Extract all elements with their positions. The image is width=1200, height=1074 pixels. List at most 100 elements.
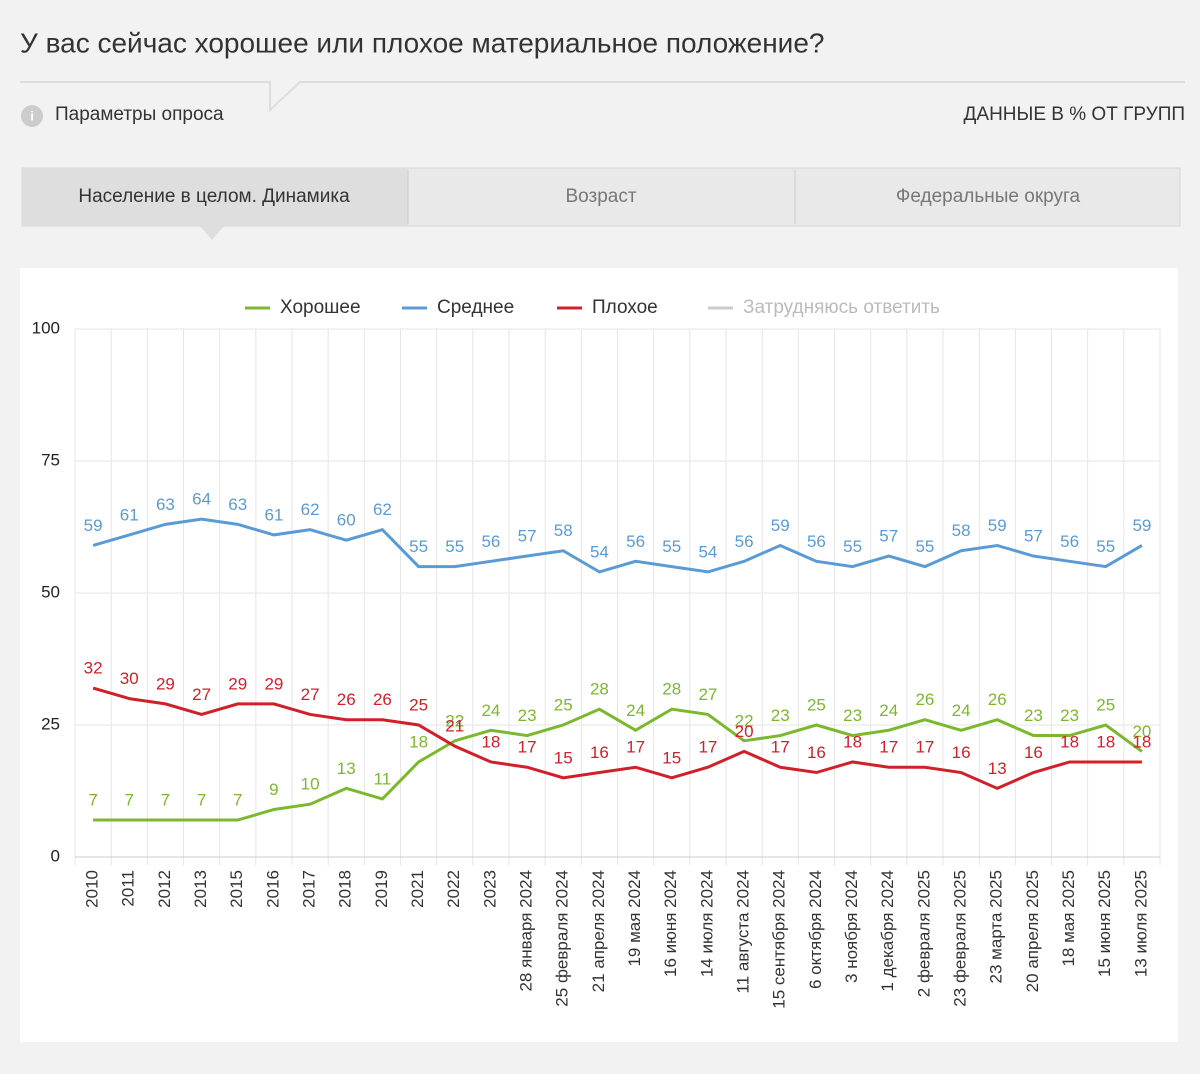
data-label: 18 — [1132, 732, 1151, 751]
x-tick-label: 28 января 2024 — [517, 870, 536, 992]
data-label: 15 — [554, 748, 573, 767]
chart-panel — [20, 268, 1178, 1042]
data-label: 17 — [518, 738, 537, 757]
tab[interactable]: Население в целом. Динамика — [78, 186, 350, 207]
data-label: 62 — [301, 500, 320, 519]
data-label: 30 — [120, 669, 139, 688]
y-tick-label: 0 — [51, 846, 60, 865]
x-tick-label: 15 сентября 2024 — [770, 870, 789, 1009]
data-label: 23 — [843, 706, 862, 725]
data-label: 61 — [264, 505, 283, 524]
units-note: ДАННЫЕ В % ОТ ГРУПП — [964, 104, 1185, 125]
data-label: 23 — [1060, 706, 1079, 725]
series-line — [92, 686, 1142, 790]
data-label: 16 — [590, 743, 609, 762]
data-label: 28 — [662, 680, 681, 699]
x-tick-label: 18 мая 2025 — [1059, 870, 1078, 967]
y-tick-label: 50 — [41, 582, 60, 601]
x-tick-label: 25 февраля 2024 — [553, 870, 572, 1007]
data-label: 24 — [626, 701, 645, 720]
x-tick-label: 2021 — [408, 870, 427, 908]
info-icon[interactable] — [21, 105, 43, 127]
data-label: 25 — [409, 695, 428, 714]
data-label: 17 — [915, 738, 934, 757]
x-tick-label: 2018 — [336, 870, 355, 908]
x-tick-label: 16 июня 2024 — [661, 870, 680, 977]
data-label: 24 — [879, 701, 898, 720]
data-label: 7 — [233, 791, 242, 810]
data-label: 17 — [879, 738, 898, 757]
x-tick-label: 2015 — [227, 870, 246, 908]
data-label: 64 — [192, 490, 211, 509]
data-label: 54 — [590, 542, 609, 561]
data-label: 24 — [481, 701, 500, 720]
data-label: 26 — [988, 690, 1007, 709]
data-label: 15 — [662, 748, 681, 767]
data-label: 18 — [409, 732, 428, 751]
data-label: 7 — [161, 791, 170, 810]
data-label: 17 — [626, 738, 645, 757]
x-tick-label: 13 июля 2025 — [1131, 870, 1150, 977]
series-line — [93, 707, 1143, 822]
data-label: 55 — [409, 537, 428, 556]
data-label: 55 — [915, 537, 934, 556]
x-tick-label: 11 августа 2024 — [734, 870, 753, 993]
x-tick-label: 3 ноября 2024 — [842, 870, 861, 983]
info-i: i — [30, 108, 34, 123]
data-label: 57 — [518, 527, 537, 546]
legend-label[interactable]: Затрудняюсь ответить — [743, 297, 940, 318]
series-line — [92, 517, 1143, 574]
params-link[interactable]: Параметры опроса — [55, 104, 224, 125]
data-label: 57 — [1024, 527, 1043, 546]
data-label: 27 — [301, 685, 320, 704]
data-label: 57 — [879, 527, 898, 546]
data-label: 18 — [1096, 732, 1115, 751]
data-label: 18 — [481, 732, 500, 751]
x-tick-label: 2016 — [263, 870, 282, 908]
y-tick-label: 25 — [41, 714, 60, 733]
data-label: 55 — [1096, 537, 1115, 556]
data-label: 56 — [626, 532, 645, 551]
x-tick-label: 23 февраля 2025 — [951, 870, 970, 1007]
y-tick-label: 75 — [41, 450, 60, 469]
y-tick-label: 100 — [32, 318, 60, 337]
data-label: 17 — [698, 738, 717, 757]
data-label: 27 — [698, 685, 717, 704]
data-label: 29 — [156, 674, 175, 693]
data-label: 18 — [843, 732, 862, 751]
data-label: 59 — [1132, 516, 1151, 535]
legend-label[interactable]: Хорошее — [280, 297, 361, 318]
data-label: 63 — [156, 495, 175, 514]
data-label: 26 — [337, 690, 356, 709]
x-tick-label: 21 апреля 2024 — [589, 870, 608, 992]
data-label: 26 — [373, 690, 392, 709]
tab-active[interactable] — [22, 168, 408, 226]
x-tick-label: 14 июля 2024 — [697, 870, 716, 977]
x-tick-label: 19 мая 2024 — [625, 870, 644, 967]
data-label: 22 — [735, 711, 754, 730]
data-label: 63 — [228, 495, 247, 514]
x-tick-label: 6 октября 2024 — [806, 870, 825, 989]
title: У вас сейчас хорошее или плохое материал… — [20, 27, 824, 58]
data-label: 11 — [374, 769, 392, 788]
data-label: 25 — [807, 695, 826, 714]
data-label: 13 — [988, 759, 1007, 778]
data-label: 25 — [1096, 695, 1115, 714]
data-label: 56 — [807, 532, 826, 551]
data-label: 23 — [771, 706, 790, 725]
legend-label[interactable]: Среднее — [437, 297, 514, 318]
data-label: 17 — [771, 738, 790, 757]
data-label: 13 — [337, 759, 356, 778]
legend-label[interactable]: Плохое — [592, 297, 658, 318]
x-tick-label: 2011 — [119, 870, 138, 907]
data-label: 23 — [1024, 706, 1043, 725]
data-label: 60 — [337, 511, 356, 530]
data-label: 21 — [445, 717, 464, 736]
data-label: 59 — [771, 516, 790, 535]
x-tick-label: 2010 — [83, 870, 102, 908]
data-label: 28 — [590, 680, 609, 699]
data-label: 23 — [518, 706, 537, 725]
tab[interactable]: Возраст — [565, 186, 636, 207]
data-label: 24 — [952, 701, 971, 720]
tab[interactable]: Федеральные округа — [896, 186, 1081, 207]
